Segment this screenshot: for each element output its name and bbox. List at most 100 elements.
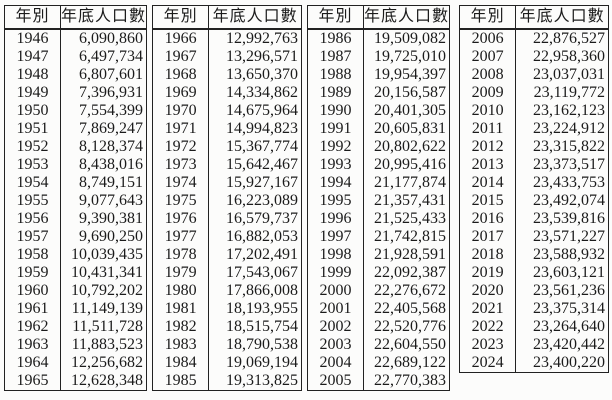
year-cell: 1953 xyxy=(4,156,62,174)
year-cell: 2014 xyxy=(459,174,517,192)
year-cell: 1957 xyxy=(4,228,62,246)
table-row: 2013 23,373,517 xyxy=(459,156,609,174)
population-cell: 23,561,236 xyxy=(533,282,605,299)
population-cell: 11,511,728 xyxy=(72,318,144,335)
population-cell: 13,650,370 xyxy=(226,66,298,83)
year-cell: 1959 xyxy=(4,264,62,282)
table-row: 2008 23,037,031 xyxy=(459,66,609,84)
population-cell: 23,571,227 xyxy=(533,228,605,245)
population-cell: 21,177,874 xyxy=(374,174,447,191)
year-cell: 1994 xyxy=(307,174,365,192)
population-cell: 22,092,387 xyxy=(374,264,447,281)
table-row: 1955 9,077,643 xyxy=(4,192,147,210)
table-row: 1949 7,396,931 xyxy=(4,84,147,102)
year-cell: 1970 xyxy=(152,102,210,120)
table-row: 2002 22,520,776 xyxy=(307,318,450,336)
table-row: 1980 17,866,008 xyxy=(152,282,302,300)
table-row: 1962 11,511,728 xyxy=(4,318,147,336)
population-cell: 10,039,435 xyxy=(71,246,144,263)
table-row: 2017 23,571,227 xyxy=(459,228,609,246)
population-table-1946-1965: 年別 年底人口數 1946 6,090,860 1947 6,497,734 1948 6… xyxy=(4,5,148,391)
population-cell: 6,807,601 xyxy=(79,66,144,83)
population-cell: 18,515,754 xyxy=(226,318,298,335)
table-row: 2009 23,119,772 xyxy=(459,84,609,102)
population-cell: 11,883,523 xyxy=(71,336,144,353)
table-row: 2004 22,689,122 xyxy=(307,354,450,372)
table-row: 1950 7,554,399 xyxy=(4,102,147,120)
year-cell: 2018 xyxy=(459,246,517,264)
year-cell: 1983 xyxy=(152,336,210,354)
population-cell: 12,628,348 xyxy=(71,372,144,389)
table-row: 1947 6,497,734 xyxy=(4,48,147,66)
header-row: 年別 年底人口數 xyxy=(4,5,147,30)
table-row: 1992 20,802,622 xyxy=(307,138,450,156)
table-row: 1996 21,525,433 xyxy=(307,210,450,228)
table-row: 2011 23,224,912 xyxy=(459,120,609,138)
table-row: 1959 10,431,341 xyxy=(4,264,147,282)
year-cell: 1958 xyxy=(4,246,62,264)
table-row: 1994 21,177,874 xyxy=(307,174,450,192)
table-row: 2018 23,588,932 xyxy=(459,246,609,264)
table-row: 2015 23,492,074 xyxy=(459,192,609,210)
year-cell: 1977 xyxy=(152,228,210,246)
table-row: 2000 22,276,672 xyxy=(307,282,450,300)
table-row: 1958 10,039,435 xyxy=(4,246,147,264)
table-row: 1973 15,642,467 xyxy=(152,156,302,174)
table-row: 1976 16,579,737 xyxy=(152,210,302,228)
table-row: 1990 20,401,305 xyxy=(307,102,450,120)
year-cell: 1950 xyxy=(4,102,62,120)
year-cell: 1995 xyxy=(307,192,365,210)
population-cell: 20,995,416 xyxy=(374,156,447,173)
population-cell: 8,749,151 xyxy=(79,174,144,191)
population-cell: 12,992,763 xyxy=(226,30,298,47)
year-cell: 2019 xyxy=(459,264,517,282)
population-cell: 6,090,860 xyxy=(79,30,144,47)
population-cell: 22,520,776 xyxy=(374,318,447,335)
year-cell: 1982 xyxy=(152,318,210,336)
year-cell: 1952 xyxy=(4,138,62,156)
table-row: 1969 14,334,862 xyxy=(152,84,302,102)
population-cell: 23,224,912 xyxy=(533,120,605,137)
table-row: 1978 17,202,491 xyxy=(152,246,302,264)
year-cell: 2008 xyxy=(459,66,517,84)
table-row: 2003 22,604,550 xyxy=(307,336,450,354)
population-cell: 23,162,123 xyxy=(533,102,605,119)
population-cell: 9,390,381 xyxy=(79,210,144,227)
table-row: 1991 20,605,831 xyxy=(307,120,450,138)
table-row: 1953 8,438,016 xyxy=(4,156,147,174)
population-cell: 10,431,341 xyxy=(71,264,144,281)
header-row: 年別 年底人口數 xyxy=(152,5,302,30)
population-cell: 19,069,194 xyxy=(226,354,298,371)
year-cell: 1971 xyxy=(152,120,210,138)
population-cell: 14,334,862 xyxy=(226,84,298,101)
table-row: 2020 23,561,236 xyxy=(459,282,609,300)
table-row: 1966 12,992,763 xyxy=(152,29,302,48)
year-cell: 2013 xyxy=(459,156,517,174)
population-cell: 8,128,374 xyxy=(79,138,144,155)
table-row: 1957 9,690,250 xyxy=(4,228,147,246)
year-cell: 2009 xyxy=(459,84,517,102)
population-cell: 23,037,031 xyxy=(533,66,605,83)
year-cell: 1962 xyxy=(4,318,62,336)
population-cell: 20,401,305 xyxy=(374,102,447,119)
table-row: 2016 23,539,816 xyxy=(459,210,609,228)
year-cell: 2003 xyxy=(307,336,365,354)
population-cell: 20,605,831 xyxy=(374,120,447,137)
year-cell: 2002 xyxy=(307,318,365,336)
population-column-header: 年底人口數 xyxy=(363,5,450,30)
population-cell: 14,994,823 xyxy=(226,120,298,137)
table-row: 1965 12,628,348 xyxy=(4,372,147,391)
population-cell: 14,675,964 xyxy=(226,102,298,119)
table-row: 1964 12,256,682 xyxy=(4,354,147,372)
population-cell: 22,276,672 xyxy=(374,282,447,299)
year-cell: 2000 xyxy=(307,282,365,300)
year-cell: 1987 xyxy=(307,48,365,66)
year-cell: 1981 xyxy=(152,300,210,318)
year-cell: 1990 xyxy=(307,102,365,120)
year-cell: 2007 xyxy=(459,48,517,66)
year-cell: 1997 xyxy=(307,228,365,246)
population-cell: 20,802,622 xyxy=(374,138,447,155)
year-cell: 2017 xyxy=(459,228,517,246)
table-row: 1952 8,128,374 xyxy=(4,138,147,156)
population-cell: 18,790,538 xyxy=(226,336,298,353)
